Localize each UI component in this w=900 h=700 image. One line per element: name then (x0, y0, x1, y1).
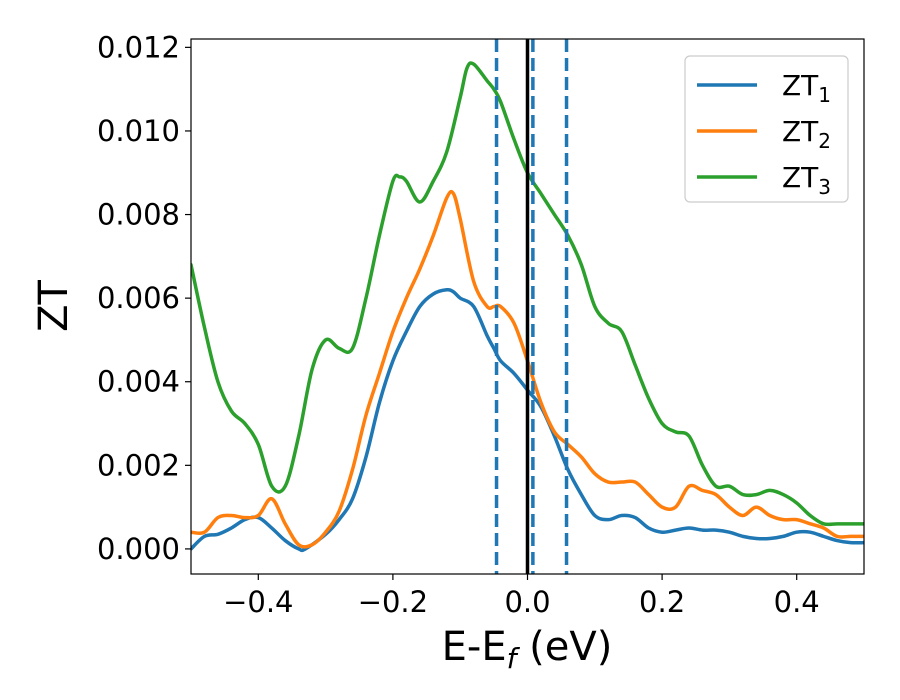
legend-label-zt3: ZT3 (782, 161, 831, 199)
y-tick-label: 0.002 (97, 448, 180, 482)
y-tick-label: 0.012 (97, 30, 180, 64)
y-tick-label: 0.006 (97, 281, 180, 315)
y-tick-label: 0.008 (97, 198, 180, 232)
y-tick-label: 0.010 (97, 114, 180, 148)
series-line-zt1 (191, 287, 864, 553)
legend-label-zt2: ZT2 (782, 115, 831, 153)
x-tick-label: −0.2 (358, 585, 428, 619)
y-tick-label: 0.000 (97, 532, 180, 566)
series-line-zt2 (191, 189, 864, 549)
legend: ZT1 ZT2 ZT3 (684, 55, 849, 203)
x-tick-label: 0.4 (774, 585, 820, 619)
series-line-zt3 (191, 61, 864, 527)
x-tick-label: 0.0 (504, 585, 550, 619)
x-tick-label: 0.2 (639, 585, 685, 619)
x-axis-label: E-Ef (eV) (442, 624, 613, 675)
y-tick-label: 0.004 (97, 365, 180, 399)
legend-box (684, 55, 849, 203)
legend-label-zt1: ZT1 (782, 69, 831, 107)
x-tick-label: −0.4 (223, 585, 293, 619)
y-axis-label: ZT (31, 280, 77, 332)
